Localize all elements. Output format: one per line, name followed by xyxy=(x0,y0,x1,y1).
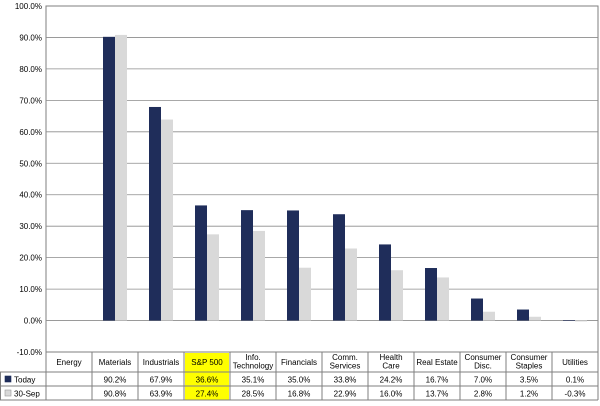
data-label: 27.4% xyxy=(196,390,219,399)
bar-30-sep xyxy=(207,234,219,321)
y-tick-label: 0.0% xyxy=(24,317,42,326)
y-tick-label: 50.0% xyxy=(19,159,42,168)
category-label: S&P 500 xyxy=(191,358,223,367)
bar-today xyxy=(425,268,437,321)
legend-label: 30-Sep xyxy=(14,390,40,399)
bar-today xyxy=(333,214,345,321)
bar-30-sep xyxy=(115,34,127,321)
bar-30-sep xyxy=(529,316,541,321)
category-label: Real Estate xyxy=(416,358,458,367)
data-label: 33.8% xyxy=(334,376,357,385)
plot-area xyxy=(45,5,599,353)
bar-today xyxy=(379,244,391,321)
data-label: 1.2% xyxy=(520,390,538,399)
category-label: Materials xyxy=(99,358,131,367)
bar-today xyxy=(149,106,161,321)
category-label: Utilities xyxy=(562,358,588,367)
data-label: 24.2% xyxy=(380,376,403,385)
bar-today xyxy=(471,298,483,321)
data-label: 35.0% xyxy=(288,376,311,385)
data-label: 13.7% xyxy=(426,390,449,399)
y-tick-label: 70.0% xyxy=(19,96,42,105)
bar-30-sep xyxy=(437,277,449,321)
legend-key xyxy=(4,389,12,397)
data-label: 3.5% xyxy=(520,376,538,385)
bar-30-sep xyxy=(575,320,587,322)
legend-label: Today xyxy=(14,376,35,385)
data-label: 36.6% xyxy=(196,376,219,385)
y-tick-label: -10.0% xyxy=(17,348,42,357)
data-label: 28.5% xyxy=(242,390,265,399)
category-label: Energy xyxy=(56,358,81,367)
bar-30-sep xyxy=(345,248,357,321)
data-label: 22.9% xyxy=(334,390,357,399)
bar-today xyxy=(241,210,253,321)
category-label: Disc. xyxy=(474,362,492,371)
data-label: 16.8% xyxy=(288,390,311,399)
category-label: Consumer xyxy=(511,353,548,362)
category-label: Comm. xyxy=(332,353,358,362)
y-tick-label: 100.0% xyxy=(15,2,42,11)
bar-today xyxy=(103,36,115,321)
bar-today xyxy=(195,205,207,321)
category-label: Technology xyxy=(233,362,273,371)
bar-30-sep xyxy=(253,230,265,321)
data-label: 67.9% xyxy=(150,376,173,385)
y-tick-label: 30.0% xyxy=(19,222,42,231)
data-label: 7.0% xyxy=(474,376,492,385)
y-tick-label: 90.0% xyxy=(19,33,42,42)
bar-30-sep xyxy=(483,311,495,321)
category-label: Financials xyxy=(281,358,317,367)
data-label: 0.1% xyxy=(566,376,584,385)
category-label: Consumer xyxy=(465,353,502,362)
y-tick-label: 10.0% xyxy=(19,285,42,294)
category-label: Health xyxy=(379,353,402,362)
legend-key xyxy=(4,375,12,383)
y-tick-label: 80.0% xyxy=(19,65,42,74)
data-label: 90.8% xyxy=(104,390,127,399)
category-label: Services xyxy=(330,362,361,371)
bar-today xyxy=(563,320,575,321)
data-label: 16.7% xyxy=(426,376,449,385)
category-label: Care xyxy=(382,362,400,371)
category-label: Staples xyxy=(516,362,543,371)
bar-today xyxy=(517,309,529,321)
y-tick-label: 40.0% xyxy=(19,191,42,200)
data-label: -0.3% xyxy=(565,390,586,399)
category-label: Industrials xyxy=(143,358,179,367)
bar-30-sep xyxy=(161,119,173,321)
bar-30-sep xyxy=(391,270,403,321)
data-label: 16.0% xyxy=(380,390,403,399)
data-label: 90.2% xyxy=(104,376,127,385)
data-label: 35.1% xyxy=(242,376,265,385)
y-tick-label: 20.0% xyxy=(19,254,42,263)
bar-today xyxy=(287,210,299,321)
highlight-column xyxy=(185,353,229,400)
bar-30-sep xyxy=(299,267,311,321)
data-label: 63.9% xyxy=(150,390,173,399)
category-label: Info. xyxy=(245,353,261,362)
data-label: 2.8% xyxy=(474,390,492,399)
y-tick-label: 60.0% xyxy=(19,128,42,137)
